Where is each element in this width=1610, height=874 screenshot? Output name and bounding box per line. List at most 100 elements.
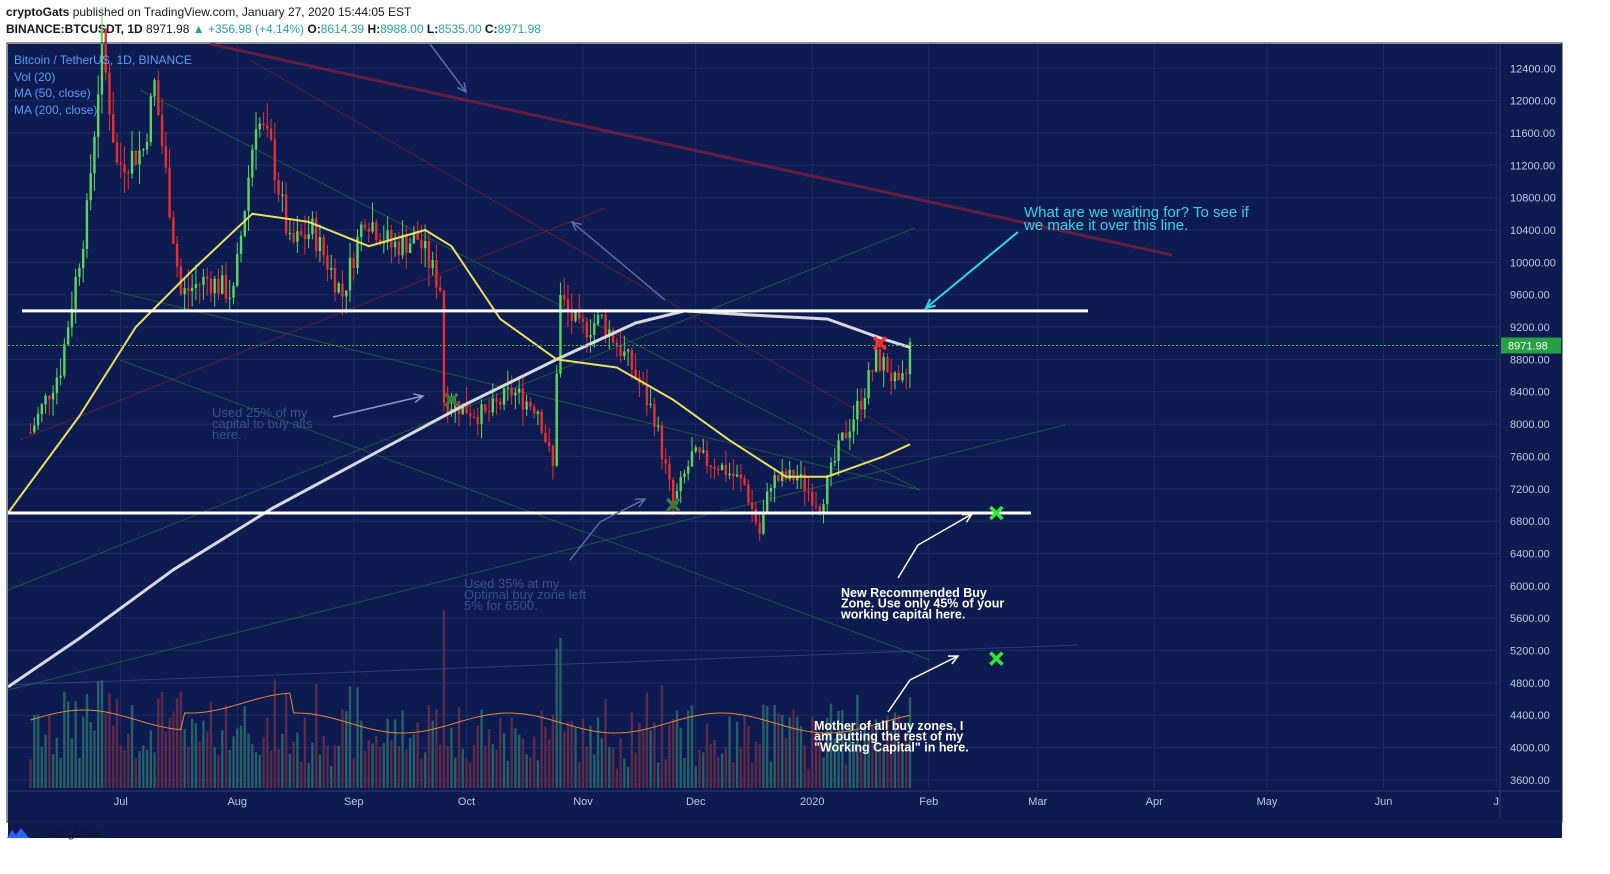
candle-body xyxy=(273,139,277,181)
volume-bar xyxy=(709,743,712,788)
volume-bar xyxy=(157,698,160,788)
candle-body xyxy=(750,502,754,509)
candle-body xyxy=(48,395,51,400)
y-tick-label: 7600.00 xyxy=(1510,451,1550,463)
volume-bar xyxy=(446,745,449,788)
candle-body xyxy=(386,230,389,243)
volume-bar xyxy=(85,694,89,788)
volume-bar xyxy=(566,721,570,788)
candle-body xyxy=(198,284,201,286)
volume-bar xyxy=(581,718,585,788)
volume-bar xyxy=(668,724,671,788)
volume-bar xyxy=(641,731,645,788)
legend-title[interactable]: Bitcoin / TetherUS, 1D, BINANCE xyxy=(14,53,192,67)
volume-bar xyxy=(356,687,359,788)
candle-body xyxy=(40,404,44,414)
candle-body xyxy=(837,440,840,462)
candle-body xyxy=(164,146,168,168)
volume-bar xyxy=(311,742,314,788)
volume-bar xyxy=(48,714,51,788)
candle-body xyxy=(427,240,431,268)
candle-body xyxy=(901,373,904,381)
candle-body xyxy=(348,257,352,291)
low-label: L: xyxy=(426,22,439,36)
volume-bar xyxy=(532,736,536,788)
candle-body xyxy=(878,349,882,371)
volume-bar xyxy=(762,704,765,788)
volume-bar xyxy=(81,716,85,788)
candle-body xyxy=(371,222,374,232)
y-tick-label: 10800.00 xyxy=(1510,193,1556,205)
volume-bar xyxy=(480,709,483,788)
candle-body xyxy=(814,505,818,507)
volume-bar xyxy=(893,712,897,788)
candle-body xyxy=(777,475,780,481)
volume-bar xyxy=(258,754,261,788)
volume-bar xyxy=(563,731,566,788)
volume-bar xyxy=(589,725,592,788)
publish-header: cryptoGats published on TradingView.com,… xyxy=(6,5,411,19)
candle-body xyxy=(529,401,532,407)
volume-bar xyxy=(517,734,521,788)
candle-body xyxy=(754,508,758,523)
volume-bar xyxy=(630,712,634,788)
candle-body xyxy=(713,466,716,469)
y-tick-label: 6400.00 xyxy=(1510,548,1550,560)
volume-bar xyxy=(604,698,607,788)
legend-ma200[interactable]: MA (200, close) xyxy=(14,102,98,117)
annotation-line: here. xyxy=(212,427,242,442)
x-marker-stroke xyxy=(665,497,681,513)
author-name[interactable]: cryptoGats xyxy=(6,5,70,19)
volume-bar xyxy=(491,744,495,788)
x-marker-stroke xyxy=(989,651,1004,666)
volume-bar xyxy=(487,729,491,788)
volume-bar xyxy=(348,686,352,788)
candle-body xyxy=(679,476,682,492)
volume-bar xyxy=(863,727,867,788)
x-tick-label: Dec xyxy=(686,796,706,808)
volume-bar xyxy=(454,757,457,788)
volume-bar xyxy=(754,741,758,788)
annotation-line: Used 25% of my xyxy=(212,405,308,420)
volume-bar xyxy=(130,705,134,788)
y-tick-label: 3600.00 xyxy=(1510,775,1550,787)
legend-ma50[interactable]: MA (50, close) xyxy=(14,86,91,100)
candle-body xyxy=(852,419,855,432)
candle-body xyxy=(172,217,175,244)
footer-brand[interactable]: TradingView xyxy=(34,826,101,840)
candle-body xyxy=(551,446,555,466)
candle-body xyxy=(51,392,55,400)
chart-frame xyxy=(6,42,1563,823)
volume-bar xyxy=(187,746,190,788)
volume-bar xyxy=(671,719,675,788)
annotation-text: New Recommended Buy Zone. Use only 45% of… xyxy=(840,586,1004,621)
annotation-line: capital to buy alts xyxy=(212,416,313,431)
candle-body xyxy=(375,222,378,241)
candle-body xyxy=(352,257,355,269)
candle-body xyxy=(841,432,844,441)
volume-bar xyxy=(780,714,784,788)
volume-bar xyxy=(472,744,476,788)
candle-body xyxy=(897,372,900,381)
candle-body xyxy=(149,96,153,142)
candle-body xyxy=(615,342,619,346)
candle-body xyxy=(690,451,694,467)
candle-body xyxy=(408,243,412,254)
candle-body xyxy=(311,218,314,235)
candle-body xyxy=(55,377,59,393)
candle-body xyxy=(856,400,859,420)
candle-body xyxy=(397,241,401,256)
x-tick-label: J xyxy=(1493,796,1499,808)
volume-bar xyxy=(239,725,243,788)
candle-body xyxy=(720,464,724,471)
candle-body xyxy=(401,234,404,256)
volume-bar xyxy=(367,740,370,788)
volume-bar xyxy=(728,716,731,788)
candle-body xyxy=(807,491,810,493)
candle-body xyxy=(160,115,164,147)
legend-vol[interactable]: Vol (20) xyxy=(14,69,56,84)
candle-body xyxy=(525,401,528,410)
volume-bar xyxy=(292,741,295,788)
volume-bar xyxy=(799,726,803,788)
